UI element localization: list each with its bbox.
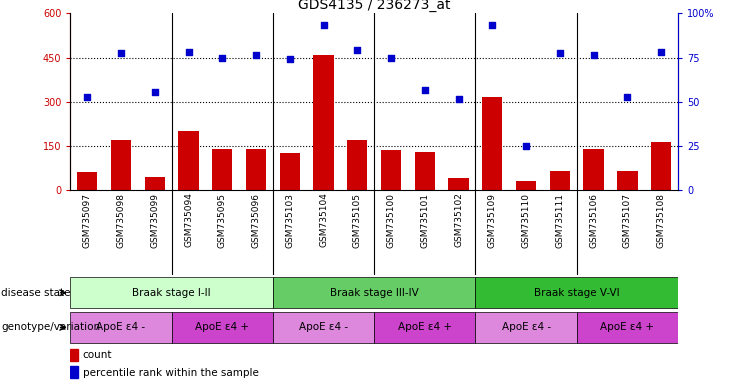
Text: genotype/variation: genotype/variation [1,322,101,333]
Bar [70,312,172,343]
Text: Braak stage V-VI: Braak stage V-VI [534,288,619,298]
Text: disease state: disease state [1,288,71,298]
Text: GSM735106: GSM735106 [589,193,598,248]
Point [419,87,431,93]
Text: ApoE ε4 +: ApoE ε4 + [600,322,654,333]
Point [149,88,161,94]
Bar [273,277,476,308]
Bar [583,149,604,190]
Bar [651,141,671,190]
Bar [482,97,502,190]
Bar [246,149,266,190]
Text: GSM735099: GSM735099 [150,193,159,248]
Bar [448,178,469,190]
Point [520,143,532,149]
Text: percentile rank within the sample: percentile rank within the sample [82,367,259,377]
Text: GSM735108: GSM735108 [657,193,665,248]
Text: GSM735101: GSM735101 [420,193,429,248]
Point [351,47,363,53]
Point [486,22,498,28]
Text: ApoE ε4 +: ApoE ε4 + [398,322,452,333]
Bar [144,177,165,190]
Text: GSM735098: GSM735098 [116,193,125,248]
Text: GSM735103: GSM735103 [285,193,294,248]
Bar [348,140,368,190]
Point [588,51,599,58]
Text: GSM735107: GSM735107 [623,193,632,248]
Text: GSM735111: GSM735111 [555,193,565,248]
Point [216,55,228,61]
Bar [576,312,678,343]
Bar [381,150,401,190]
Point [284,56,296,62]
Bar [172,312,273,343]
Text: GSM735095: GSM735095 [218,193,227,248]
Bar [516,181,536,190]
Bar [70,349,78,361]
Bar [476,277,678,308]
Text: GSM735102: GSM735102 [454,193,463,248]
Bar [77,172,97,190]
Bar [476,312,576,343]
Bar [313,55,333,190]
Bar [374,312,476,343]
Point [554,50,566,56]
Text: Braak stage III-IV: Braak stage III-IV [330,288,419,298]
Text: GSM735104: GSM735104 [319,193,328,248]
Text: GSM735109: GSM735109 [488,193,497,248]
Bar [179,131,199,190]
Bar [415,152,435,190]
Text: ApoE ε4 -: ApoE ε4 - [96,322,145,333]
Point [453,96,465,102]
Text: GSM735110: GSM735110 [522,193,531,248]
Point [115,50,127,56]
Point [318,22,330,28]
Text: ApoE ε4 -: ApoE ε4 - [299,322,348,333]
Text: GSM735105: GSM735105 [353,193,362,248]
Bar [279,153,300,190]
Text: GSM735094: GSM735094 [184,193,193,248]
Title: GDS4135 / 236273_at: GDS4135 / 236273_at [298,0,451,12]
Point [385,55,397,61]
Point [250,51,262,58]
Point [655,49,667,55]
Bar [617,171,637,190]
Bar [273,312,374,343]
Text: GSM735097: GSM735097 [83,193,92,248]
Bar [70,366,78,379]
Text: Braak stage I-II: Braak stage I-II [133,288,211,298]
Text: count: count [82,350,112,360]
Text: GSM735096: GSM735096 [251,193,261,248]
Text: GSM735100: GSM735100 [387,193,396,248]
Point [622,94,634,100]
Text: ApoE ε4 +: ApoE ε4 + [196,322,249,333]
Bar [111,140,131,190]
Point [82,94,93,100]
Text: ApoE ε4 -: ApoE ε4 - [502,322,551,333]
Point [182,49,194,55]
Bar [212,149,233,190]
Bar [550,171,570,190]
Bar [70,277,273,308]
